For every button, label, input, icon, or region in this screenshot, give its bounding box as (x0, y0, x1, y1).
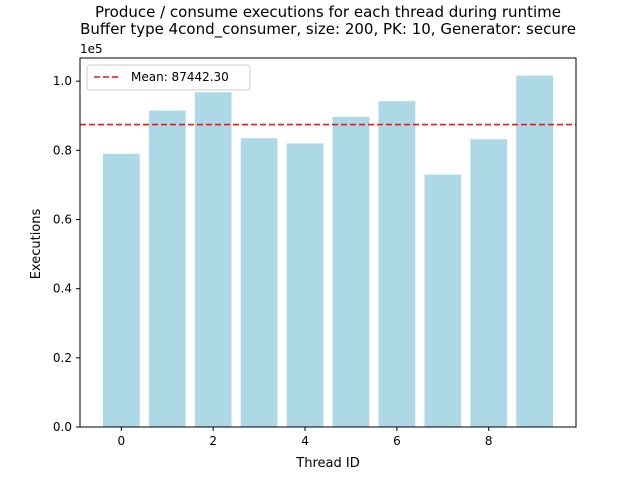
bar-thread-8 (470, 139, 508, 428)
chart-title-line1: Produce / consume executions for each th… (95, 3, 561, 21)
y-tick-label: 0.0 (53, 420, 72, 434)
bar-thread-7 (424, 174, 462, 427)
bar-thread-0 (102, 153, 140, 428)
y-tick-label: 1.0 (53, 74, 72, 88)
y-tick-label: 0.4 (53, 282, 72, 296)
x-tick-label: 2 (209, 434, 217, 448)
x-tick-label: 4 (301, 434, 309, 448)
y-tick-label: 0.6 (53, 213, 72, 227)
legend-mean-label: Mean: 87442.30 (131, 70, 229, 84)
bar-thread-1 (148, 110, 186, 427)
y-offset-label: 1e5 (80, 42, 103, 56)
bar-thread-2 (194, 92, 232, 427)
x-axis-label: Thread ID (295, 456, 359, 471)
bar-thread-9 (516, 75, 554, 427)
y-tick-label: 0.2 (53, 351, 72, 365)
legend-box (86, 64, 251, 91)
x-tick-label: 8 (485, 434, 493, 448)
bar-thread-3 (240, 138, 278, 427)
x-tick-label: 6 (393, 434, 401, 448)
bar-thread-6 (378, 101, 416, 428)
bar-thread-5 (332, 116, 370, 427)
x-tick-label: 0 (118, 434, 126, 448)
y-axis-label: Executions (29, 208, 44, 279)
bar-thread-4 (286, 143, 324, 428)
plot-area: 0 2 4 6 8 0.0 0.2 0.4 0.6 0.8 1.0 Mean: 87442.30 (53, 57, 577, 448)
axes-frame (79, 57, 577, 428)
y-tick-label: 0.8 (53, 143, 72, 157)
chart-title-line2: Buffer type 4cond_consumer, size: 200, P… (80, 20, 576, 39)
